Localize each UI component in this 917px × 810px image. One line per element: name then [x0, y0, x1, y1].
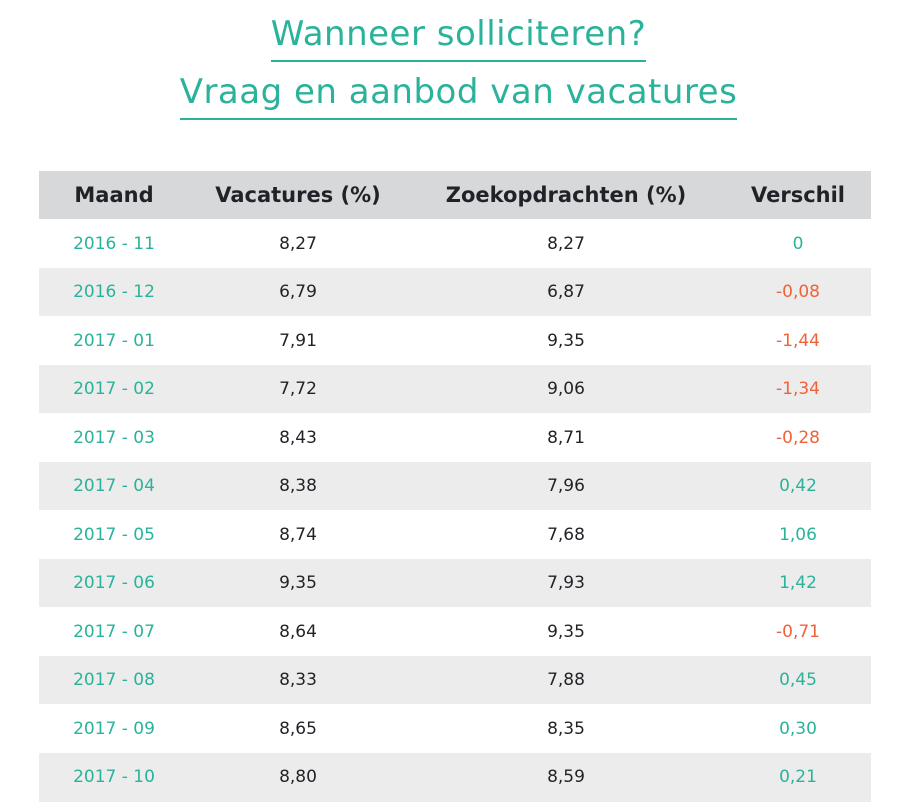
cell-verschil: 0,30 [779, 718, 817, 739]
table-row: 2017 - 07 8,64 9,35 -0,71 [39, 607, 871, 656]
cell-zoekopdrachten: 6,87 [547, 282, 585, 302]
cell-maand: 2016 - 12 [73, 282, 155, 302]
column-header-zoekopdrachten: Zoekopdrachten (%) [445, 183, 687, 207]
table-row: 2016 - 12 6,79 6,87 -0,08 [39, 267, 871, 317]
cell-vacatures: 8,27 [279, 233, 317, 254]
cell-verschil: 0,21 [779, 767, 817, 787]
cell-verschil: -1,44 [776, 330, 820, 351]
page-subtitle: Vraag en aanbod van vacatures [179, 72, 738, 120]
cell-maand: 2017 - 01 [73, 330, 155, 351]
cell-verschil: 0 [792, 233, 804, 254]
title-line: Wanneer solliciteren? [0, 14, 917, 62]
table-row: 2017 - 04 8,38 7,96 0,42 [39, 461, 871, 511]
cell-verschil: -1,34 [776, 379, 820, 399]
cell-vacatures: 8,65 [279, 718, 317, 739]
cell-zoekopdrachten: 7,93 [547, 573, 585, 593]
cell-zoekopdrachten: 7,88 [547, 670, 585, 690]
cell-verschil: 1,42 [779, 573, 817, 593]
table-row: 2017 - 06 9,35 7,93 1,42 [39, 558, 871, 608]
cell-maand: 2017 - 08 [73, 670, 155, 690]
cell-zoekopdrachten: 8,59 [547, 767, 585, 787]
table-row: 2017 - 10 8,80 8,59 0,21 [39, 752, 871, 802]
column-header-vacatures: Vacatures (%) [215, 183, 381, 207]
cell-verschil: -0,71 [776, 621, 820, 642]
cell-maand: 2017 - 09 [73, 718, 155, 739]
cell-vacatures: 8,80 [279, 767, 317, 787]
table-row: 2017 - 02 7,72 9,06 -1,34 [39, 364, 871, 414]
table-header-row: Maand Vacatures (%) Zoekopdrachten (%) V… [39, 171, 871, 219]
table-row: 2017 - 05 8,74 7,68 1,06 [39, 510, 871, 559]
cell-zoekopdrachten: 7,96 [547, 476, 585, 496]
cell-maand: 2017 - 04 [73, 476, 155, 496]
cell-zoekopdrachten: 9,35 [547, 330, 585, 351]
table-row: 2017 - 08 8,33 7,88 0,45 [39, 655, 871, 705]
cell-vacatures: 9,35 [279, 573, 317, 593]
cell-maand: 2017 - 03 [73, 427, 155, 448]
cell-zoekopdrachten: 9,35 [547, 621, 585, 642]
cell-verschil: 1,06 [779, 524, 817, 545]
cell-vacatures: 6,79 [279, 282, 317, 302]
cell-maand: 2017 - 10 [73, 767, 155, 787]
cell-vacatures: 8,33 [279, 670, 317, 690]
subtitle-line: Vraag en aanbod van vacatures [0, 72, 917, 120]
cell-verschil: -0,28 [776, 427, 820, 448]
cell-zoekopdrachten: 8,27 [547, 233, 585, 254]
cell-vacatures: 8,74 [279, 524, 317, 545]
column-header-verschil: Verschil [751, 183, 845, 207]
cell-maand: 2017 - 05 [73, 524, 155, 545]
cell-maand: 2017 - 07 [73, 621, 155, 642]
cell-zoekopdrachten: 9,06 [547, 379, 585, 399]
cell-verschil: 0,42 [779, 476, 817, 496]
cell-vacatures: 8,38 [279, 476, 317, 496]
cell-maand: 2016 - 11 [73, 233, 155, 254]
cell-verschil: -0,08 [776, 282, 820, 302]
column-header-maand: Maand [74, 183, 154, 207]
table-row: 2017 - 03 8,43 8,71 -0,28 [39, 413, 871, 462]
cell-maand: 2017 - 06 [73, 573, 155, 593]
cell-vacatures: 7,72 [279, 379, 317, 399]
cell-zoekopdrachten: 8,35 [547, 718, 585, 739]
cell-zoekopdrachten: 7,68 [547, 524, 585, 545]
table-row: 2017 - 01 7,91 9,35 -1,44 [39, 316, 871, 365]
table-row: 2016 - 11 8,27 8,27 0 [39, 219, 871, 268]
cell-verschil: 0,45 [779, 670, 817, 690]
cell-vacatures: 8,43 [279, 427, 317, 448]
cell-vacatures: 7,91 [279, 330, 317, 351]
table-row: 2017 - 09 8,65 8,35 0,30 [39, 704, 871, 753]
page-title: Wanneer solliciteren? [270, 14, 647, 62]
cell-zoekopdrachten: 8,71 [547, 427, 585, 448]
cell-maand: 2017 - 02 [73, 379, 155, 399]
cell-vacatures: 8,64 [279, 621, 317, 642]
